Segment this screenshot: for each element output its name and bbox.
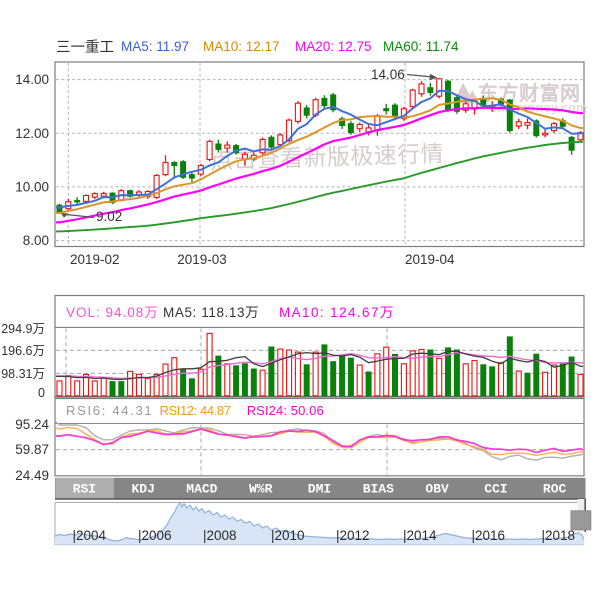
svg-text:|2010: |2010: [271, 528, 305, 543]
svg-text:MA20: 12.75: MA20: 12.75: [295, 39, 372, 54]
svg-text:OBV: OBV: [425, 482, 449, 497]
svg-text:|2012: |2012: [336, 528, 370, 543]
svg-text:KDJ: KDJ: [131, 482, 154, 497]
svg-text:294.9万: 294.9万: [1, 322, 45, 336]
svg-text:ROC: ROC: [543, 482, 567, 497]
svg-text:9.02: 9.02: [96, 209, 122, 224]
svg-text:MA60: 11.74: MA60: 11.74: [383, 39, 459, 54]
svg-text:0: 0: [38, 386, 45, 400]
svg-text:MA10: 12.17: MA10: 12.17: [203, 39, 280, 54]
svg-text:RSI24: 50.06: RSI24: 50.06: [247, 403, 324, 418]
svg-text:8.00: 8.00: [23, 233, 49, 248]
svg-text:2019-03: 2019-03: [177, 252, 227, 267]
svg-text:DMI: DMI: [308, 482, 331, 497]
svg-text:95.24: 95.24: [15, 417, 49, 432]
svg-text:MA10: 124.67万: MA10: 124.67万: [279, 305, 395, 320]
svg-text:东方财富网: 东方财富网: [478, 81, 581, 105]
svg-text:三一重工: 三一重工: [56, 39, 114, 56]
svg-text:196.6万: 196.6万: [1, 344, 45, 358]
svg-text:|2004: |2004: [73, 528, 107, 543]
svg-text:59.87: 59.87: [15, 442, 49, 457]
svg-text:2019-02: 2019-02: [70, 252, 120, 267]
svg-text:RSI: RSI: [73, 482, 96, 497]
svg-text:BIAS: BIAS: [363, 482, 394, 497]
svg-text:CCI: CCI: [484, 482, 507, 497]
svg-text:14.00: 14.00: [15, 72, 49, 87]
svg-text:|2018: |2018: [542, 528, 576, 543]
svg-text:|2014: |2014: [403, 528, 437, 543]
svg-text:24.49: 24.49: [15, 468, 49, 483]
svg-text:98.31万: 98.31万: [1, 367, 45, 381]
svg-text:|2008: |2008: [203, 528, 237, 543]
svg-text:12.00: 12.00: [15, 126, 49, 141]
svg-text:2019-04: 2019-04: [405, 252, 455, 267]
svg-text:MACD: MACD: [186, 482, 217, 497]
svg-text:MA5: 11.97: MA5: 11.97: [121, 39, 189, 54]
svg-text:RSI12: 44.87: RSI12: 44.87: [160, 403, 231, 418]
svg-text:14.06: 14.06: [371, 67, 405, 82]
svg-text:|2016: |2016: [472, 528, 506, 543]
svg-text:|2006: |2006: [138, 528, 172, 543]
svg-text:10.00: 10.00: [15, 179, 49, 194]
svg-text:VOL: 94.08万: VOL: 94.08万: [66, 305, 159, 320]
svg-text:W%R: W%R: [249, 482, 273, 497]
svg-text:MA5: 118.13万: MA5: 118.13万: [163, 305, 259, 320]
svg-text:RSI6: 44.31: RSI6: 44.31: [66, 403, 153, 418]
